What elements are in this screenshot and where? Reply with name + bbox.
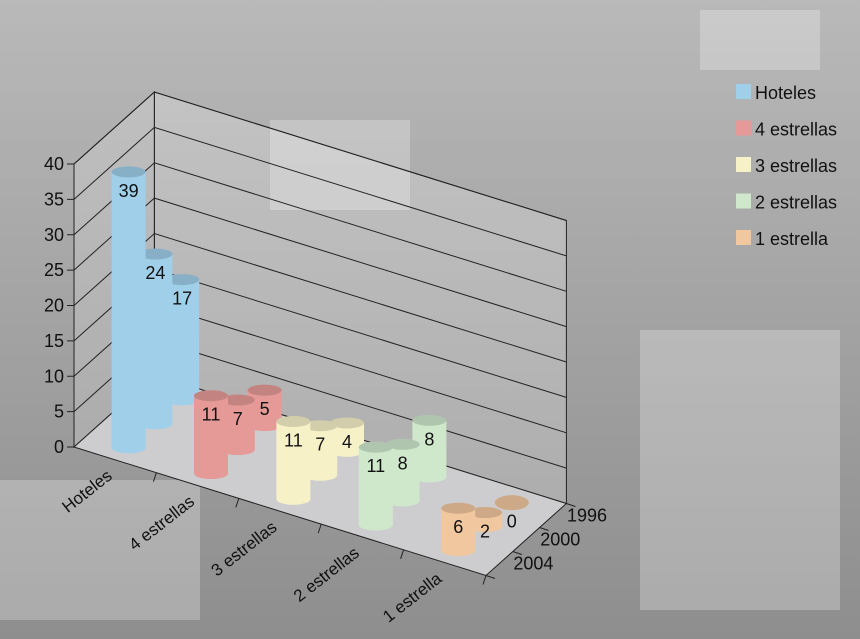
cylinder-top <box>247 384 282 396</box>
cylinder-bar: 39 <box>111 166 146 454</box>
data-label: 4 <box>342 432 352 452</box>
cylinder-base <box>276 493 311 505</box>
legend-swatch <box>736 120 751 136</box>
cylinder-top <box>138 248 173 260</box>
legend-swatch <box>736 193 751 209</box>
y-tick-label: 0 <box>54 437 64 457</box>
cylinder-bar: 0 <box>494 495 529 532</box>
data-label: 8 <box>424 429 434 449</box>
data-label: 7 <box>315 435 325 455</box>
y-tick-label: 40 <box>44 154 64 174</box>
cylinder-top <box>330 417 364 429</box>
cylinder-base <box>194 468 228 480</box>
cylinder-bar: 11 <box>276 415 311 505</box>
cylinder-top <box>358 441 393 453</box>
cylinder-top <box>220 394 255 406</box>
y-tick-label: 30 <box>44 225 64 245</box>
cylinder-base <box>111 442 146 454</box>
cylinder-body <box>194 395 228 474</box>
data-label: 5 <box>260 399 270 419</box>
cylinder-top <box>468 507 502 518</box>
cylinder-top <box>111 166 146 178</box>
cylinder-base <box>468 521 502 533</box>
legend-label: 3 estrellas <box>755 156 837 176</box>
data-label: 6 <box>453 517 463 537</box>
cylinder-body <box>276 421 311 500</box>
cylinder-top <box>165 274 200 286</box>
data-label: 11 <box>284 430 303 450</box>
data-label: 2 <box>480 522 490 542</box>
legend-label: Hoteles <box>755 83 816 103</box>
depth-label: 2004 <box>513 554 553 574</box>
x-tick-mark <box>235 498 240 508</box>
cylinder-top <box>194 390 228 402</box>
x-tick-mark <box>400 549 405 559</box>
legend: Hoteles 4 estrellas 3 estrellas 2 estrellas… <box>736 83 837 249</box>
cylinder-bar: 2 <box>468 507 502 542</box>
legend-swatch <box>736 157 751 172</box>
y-tick-label: 35 <box>44 189 64 209</box>
gridline <box>73 232 567 363</box>
depth-label: 2000 <box>540 530 580 550</box>
cylinder-base <box>165 394 200 406</box>
legend-label: 1 estrella <box>755 229 829 249</box>
cylinder-top <box>385 438 420 450</box>
z-tick-mark <box>512 551 522 555</box>
bars: 17 5 4 8 0 24 7 7 8 2 39 11 11 11 6 <box>111 166 529 557</box>
cylinder-top <box>303 420 338 432</box>
data-label: 24 <box>145 263 165 283</box>
gridline <box>73 126 567 257</box>
z-tick-mark <box>539 527 549 531</box>
y-tick-label: 5 <box>54 402 64 422</box>
background-texture <box>0 10 840 620</box>
data-label: 11 <box>366 456 385 476</box>
y-tick-label: 20 <box>44 296 64 316</box>
cylinder-body <box>441 508 476 551</box>
cylinder-base <box>330 445 364 457</box>
cylinder-bar: 11 <box>194 390 228 480</box>
cylinder-base <box>247 420 282 432</box>
cylinder-disc <box>494 495 529 511</box>
z-tick-mark <box>566 503 576 507</box>
data-label: 8 <box>398 453 408 473</box>
cylinder-base <box>220 444 255 456</box>
cylinder-bar: 5 <box>247 384 282 432</box>
cylinder-base <box>358 519 393 531</box>
cylinder-body <box>358 447 393 525</box>
data-label: 7 <box>233 409 243 429</box>
gridline <box>73 162 567 292</box>
y-tick-label: 10 <box>44 366 64 386</box>
x-tick-mark <box>482 575 487 585</box>
x-tick-mark <box>317 523 322 534</box>
data-label: 17 <box>172 289 192 309</box>
data-label: 0 <box>507 512 517 532</box>
cylinder-top <box>276 415 311 427</box>
cylinder-base <box>412 471 447 483</box>
cylinder-base <box>138 418 173 430</box>
cylinder-bar: 6 <box>441 502 476 557</box>
data-label: 39 <box>119 181 139 201</box>
legend-swatch <box>736 230 751 245</box>
y-tick-label: 25 <box>44 260 64 280</box>
cylinder-body <box>111 171 146 448</box>
gridline <box>73 197 567 328</box>
y-axis: 0 5 10 15 20 25 30 35 40 <box>44 154 74 457</box>
cylinder-bar: 11 <box>358 441 393 531</box>
gridline <box>73 91 567 221</box>
cylinder-base <box>385 495 420 507</box>
cylinder-base <box>303 469 338 481</box>
cylinder-top <box>412 414 447 426</box>
y-tick-label: 15 <box>44 331 64 351</box>
legend-label: 2 estrellas <box>755 193 837 213</box>
depth-axis: 1996 2000 2004 <box>485 503 607 579</box>
cylinder-base <box>441 545 476 557</box>
data-label: 11 <box>202 405 221 425</box>
z-tick-mark <box>485 575 496 579</box>
legend-label: 4 estrellas <box>755 120 837 140</box>
legend-swatch <box>736 84 751 99</box>
cylinder-top <box>441 502 476 514</box>
x-tick-mark <box>152 472 157 482</box>
depth-label: 1996 <box>567 506 607 526</box>
